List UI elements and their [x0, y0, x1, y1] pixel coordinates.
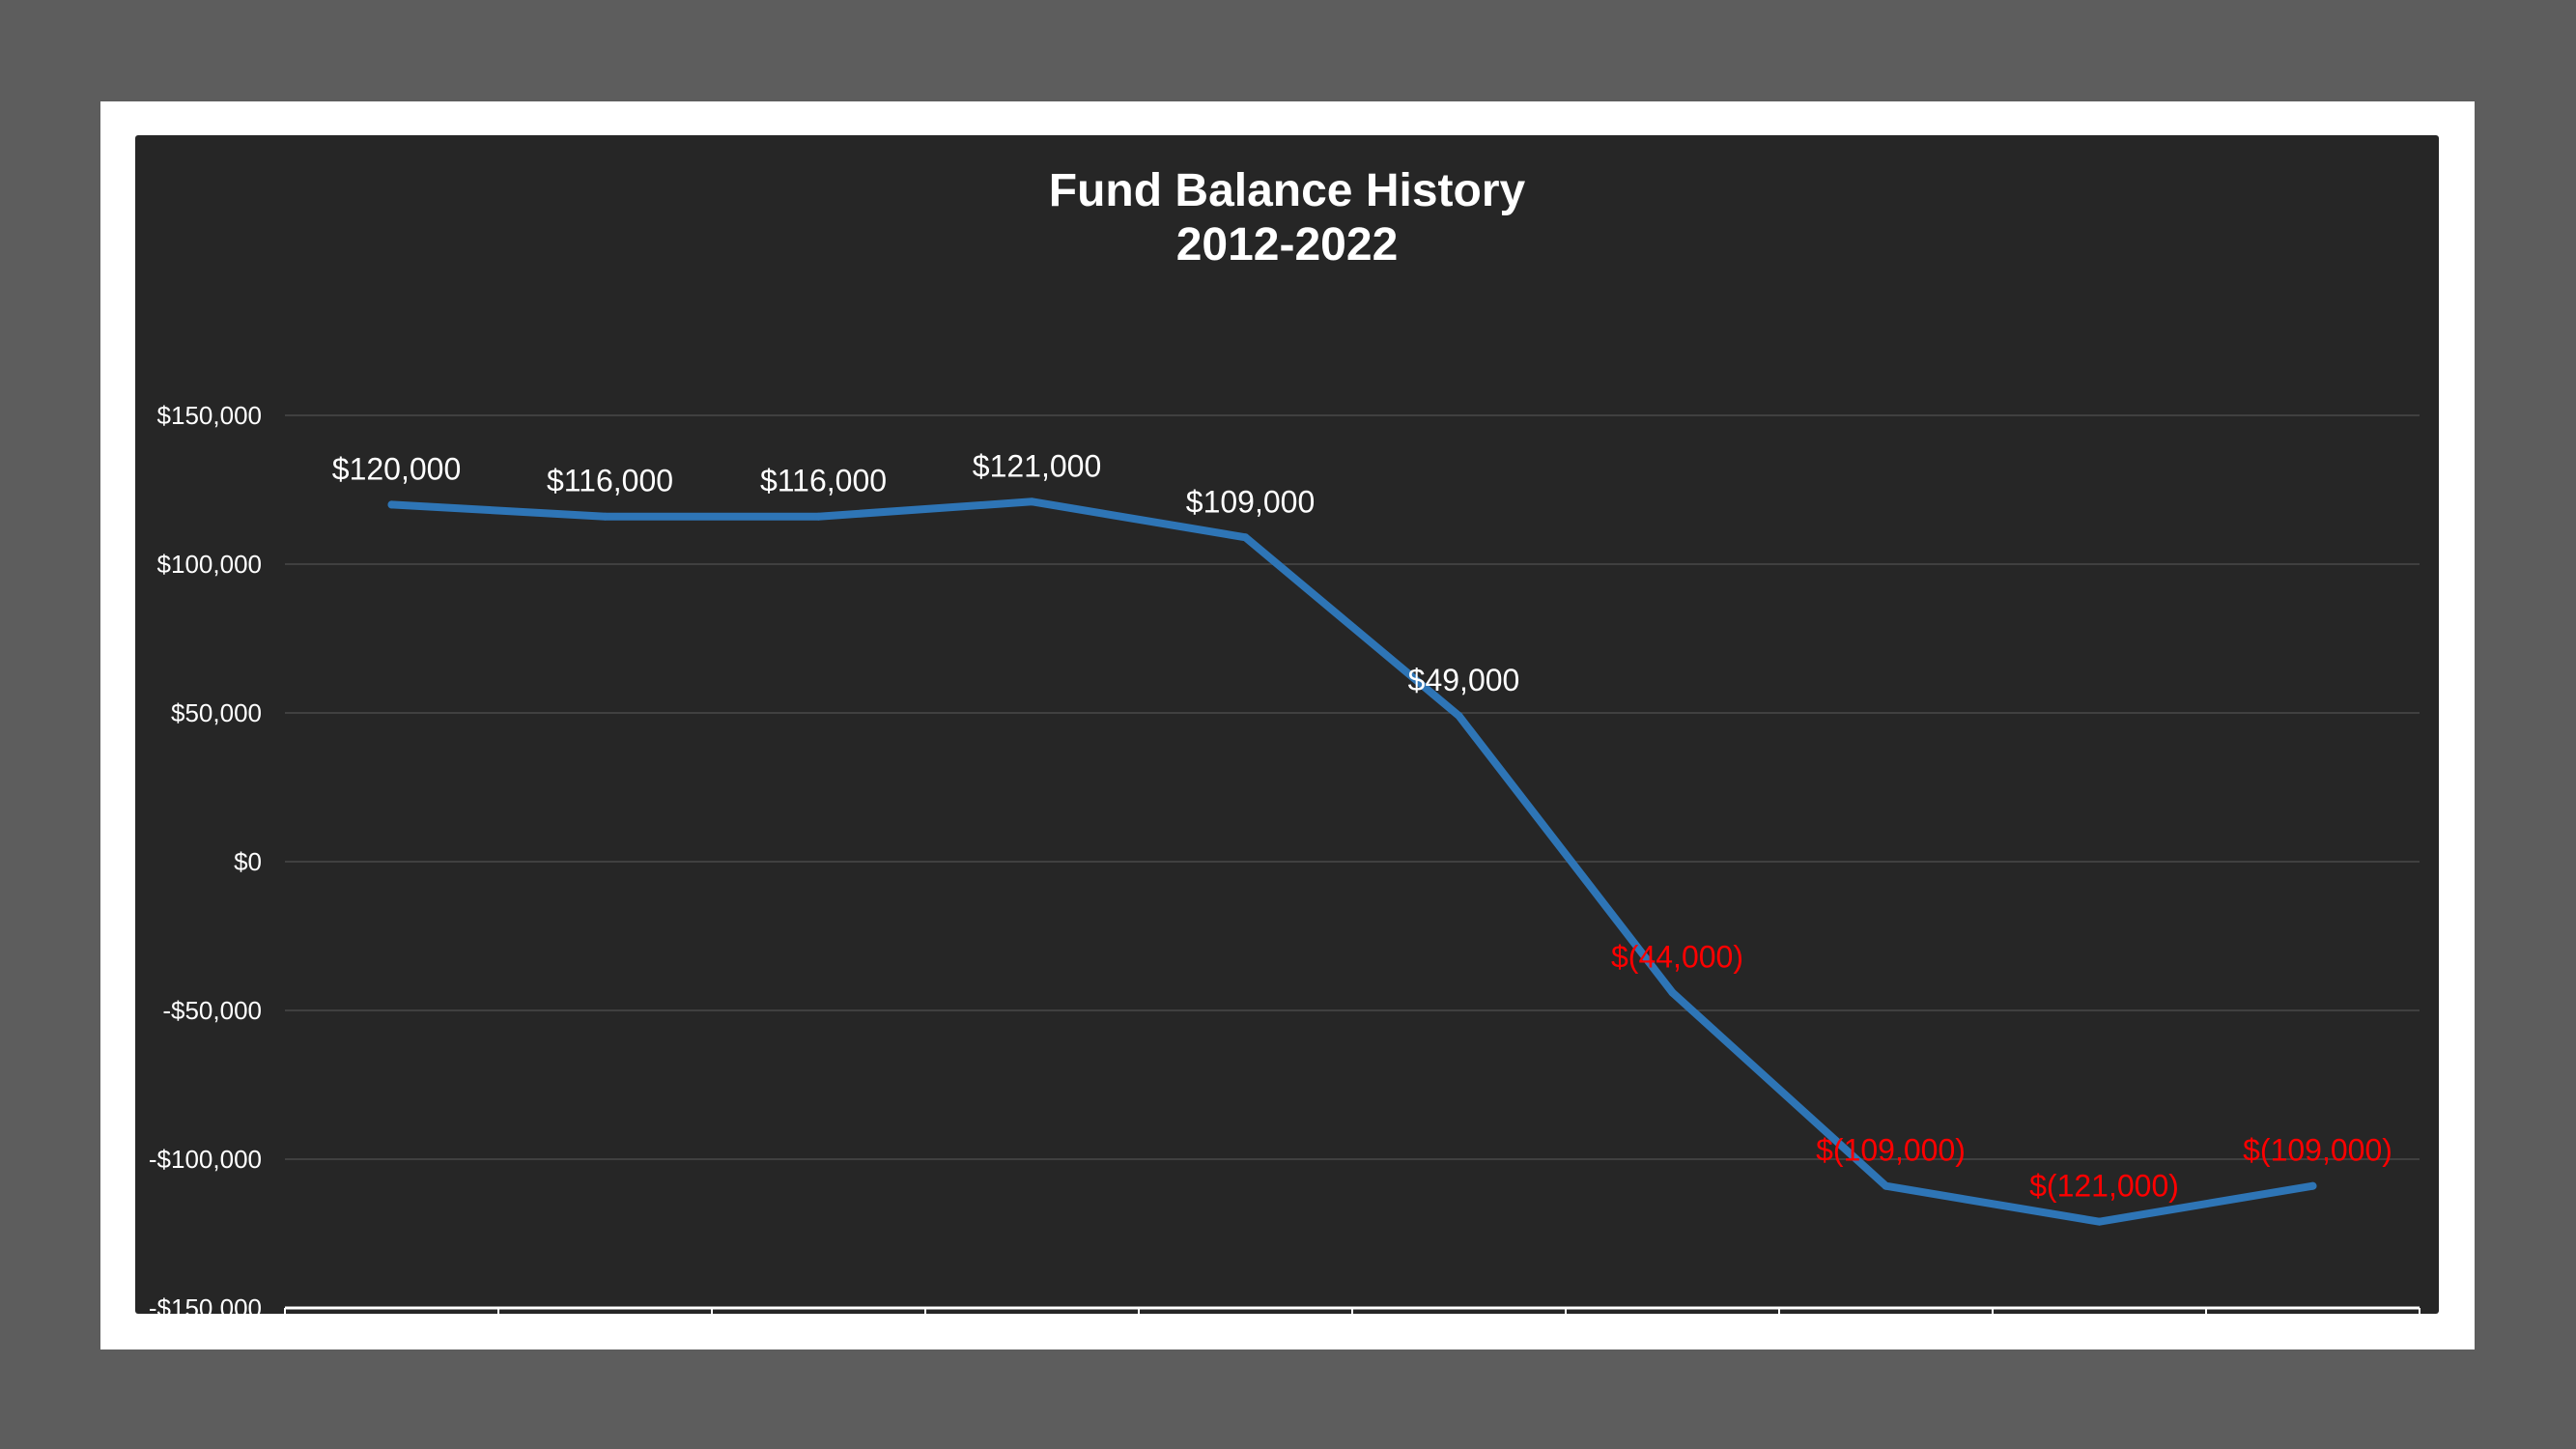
data-label: $120,000: [332, 451, 461, 486]
data-point: [2308, 1181, 2317, 1190]
data-label: $(109,000): [2243, 1133, 2392, 1168]
y-tick-label: $100,000: [157, 550, 262, 579]
data-point: [2095, 1217, 2104, 1226]
data-label: $116,000: [760, 464, 887, 498]
data-point: [387, 500, 396, 509]
data-label: $116,000: [547, 464, 673, 498]
chart-area: Fund Balance History 2012-2022 $150,000 $…: [135, 135, 2439, 1314]
data-point: [601, 512, 609, 521]
chart-title-block: Fund Balance History 2012-2022: [135, 164, 2439, 272]
line-chart: $150,000 $100,000 $50,000 $0 -$50,000 -$100,0…: [149, 401, 2420, 1314]
slide-page: Fund Balance History 2012-2022 $150,000 $…: [100, 101, 2475, 1350]
data-point: [1668, 988, 1677, 997]
data-point: [1028, 497, 1036, 506]
data-label: $121,000: [973, 448, 1101, 483]
data-label: $(109,000): [1816, 1133, 1966, 1168]
chart-title: Fund Balance History: [1048, 165, 1526, 216]
data-point: [1241, 533, 1250, 542]
data-point: [814, 512, 823, 521]
y-tick-label: -$100,000: [149, 1145, 262, 1174]
chart-subtitle: 2012-2022: [1175, 219, 1399, 270]
data-point: [1455, 712, 1463, 721]
y-tick-label: $50,000: [171, 698, 262, 727]
y-tick-label: -$150,000: [149, 1293, 262, 1314]
data-label: $(121,000): [2029, 1169, 2179, 1204]
data-label: $109,000: [1186, 484, 1315, 519]
data-point: [1882, 1181, 1890, 1190]
y-tick-label: -$50,000: [162, 996, 262, 1025]
y-tick-label: $0: [234, 847, 262, 876]
y-tick-label: $150,000: [157, 401, 262, 430]
data-label: $(44,000): [1611, 940, 1743, 975]
data-label: $49,000: [1408, 663, 1520, 697]
series-line: [387, 497, 2317, 1226]
